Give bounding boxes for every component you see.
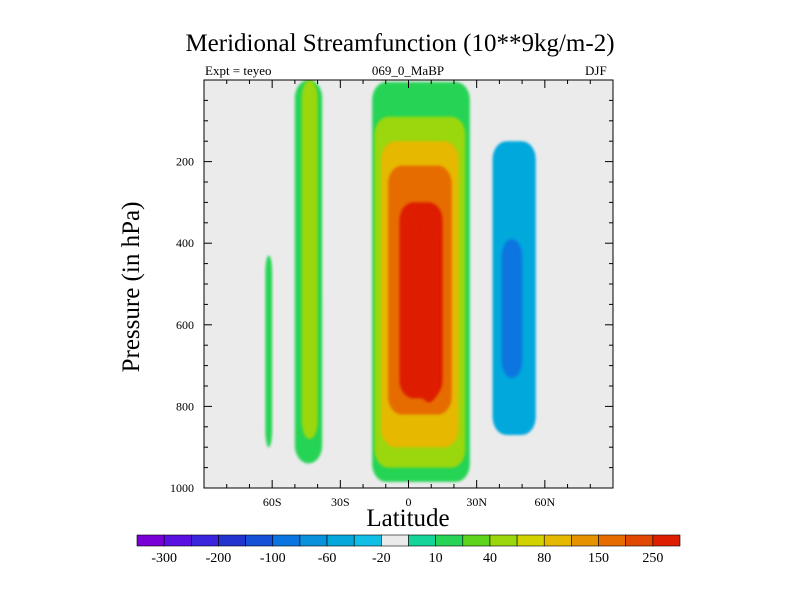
colorbar-label: 10	[429, 551, 443, 566]
x-tick: 30S	[331, 80, 350, 509]
colorbar-label: 80	[537, 551, 551, 566]
contour-northern-negative-100	[501, 239, 523, 378]
colorbar-swatch	[408, 534, 436, 547]
colorbar-swatch	[353, 534, 382, 547]
colorbar-swatch	[625, 534, 654, 547]
experiment-label: Expt = teyeo	[205, 63, 272, 78]
colorbar-label: -60	[318, 551, 337, 566]
colorbar-label: -200	[206, 551, 232, 566]
x-tick: 60N	[534, 80, 555, 509]
colorbar-swatch	[245, 534, 274, 547]
period-label: 069_0_MaBP	[371, 63, 445, 78]
y-tick: 400	[176, 236, 613, 250]
colorbar-swatch	[489, 534, 518, 547]
x-tick: 30N	[466, 80, 487, 509]
colorbar-swatch	[543, 534, 572, 547]
y-tick: 200	[176, 155, 613, 169]
colorbar-swatch	[299, 534, 328, 547]
x-tick-label: 30N	[466, 495, 487, 509]
colorbar-label: -20	[372, 551, 391, 566]
y-tick-label: 1000	[170, 481, 194, 495]
x-tick: 60S	[263, 80, 282, 509]
contour-southern-mid-cell-strip	[265, 255, 273, 448]
y-tick-label: 600	[176, 318, 194, 332]
x-tick-label: 60N	[534, 495, 555, 509]
y-tick: 800	[176, 399, 613, 413]
colorbar-label: 40	[483, 551, 497, 566]
x-tick-label: 0	[406, 495, 412, 509]
colorbar-label: -300	[151, 551, 177, 566]
colorbar-swatch	[191, 534, 219, 547]
colorbar-swatch	[462, 534, 491, 547]
contour-southern-negative-column	[324, 100, 348, 317]
y-tick: 1000	[170, 481, 613, 495]
y-tick-label: 400	[176, 236, 194, 250]
colorbar-swatch	[516, 534, 545, 547]
colorbar-swatch	[571, 534, 599, 547]
x-tick: 0	[406, 80, 412, 509]
colorbar-label: -100	[260, 551, 286, 566]
colorbar-label: 150	[588, 551, 609, 566]
colorbar-swatch	[381, 534, 409, 547]
colorbar-swatch	[652, 534, 681, 547]
colorbar-swatch	[272, 534, 301, 547]
contour-southern-ferrel-core	[301, 80, 318, 440]
colorbar-swatch	[218, 534, 246, 547]
contour-northern-polar-wisp	[563, 80, 568, 105]
colorbar-swatch	[435, 534, 464, 547]
colorbar-swatch	[136, 534, 165, 547]
x-axis-label: Latitude	[366, 505, 450, 532]
colorbar-swatch	[598, 534, 626, 547]
contour-hadley-core	[419, 218, 439, 403]
colorbar-swatch	[163, 534, 192, 547]
y-tick-label: 200	[176, 155, 194, 169]
colorbar-swatch	[326, 534, 355, 547]
colorbar-label: 250	[642, 551, 663, 566]
y-tick-label: 800	[176, 399, 194, 413]
x-tick-label: 60S	[263, 495, 282, 509]
season-label: DJF	[585, 63, 607, 78]
chart-title: Meridional Streamfunction (10**9kg/m-2)	[185, 30, 615, 57]
y-tick: 600	[176, 318, 613, 332]
x-tick-label: 30S	[331, 495, 350, 509]
